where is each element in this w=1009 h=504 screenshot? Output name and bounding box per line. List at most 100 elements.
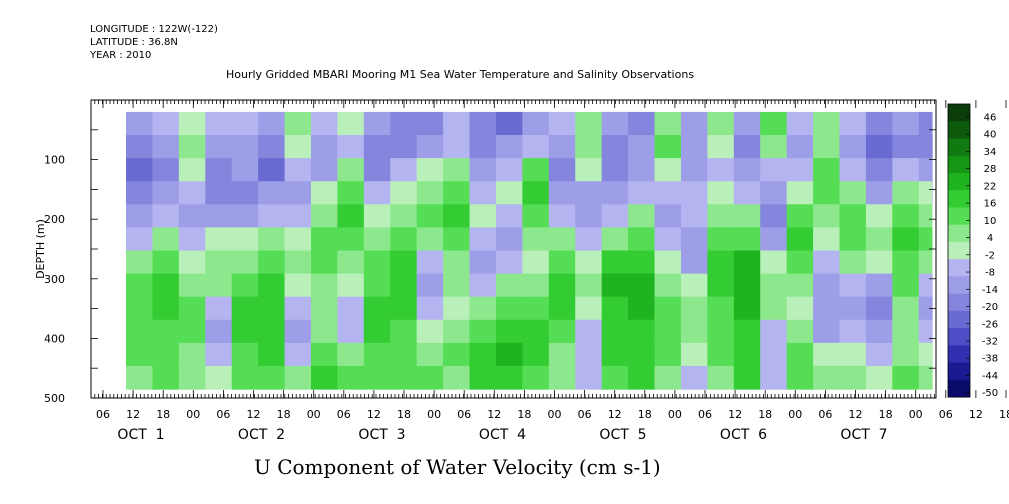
heatmap-cell	[760, 250, 788, 275]
heatmap-cell	[231, 273, 259, 298]
heatmap-cell	[469, 296, 497, 321]
heatmap-cell	[865, 111, 893, 136]
heatmap-cell	[152, 296, 180, 321]
heatmap-cell	[760, 111, 788, 136]
colorbar-segment	[948, 328, 970, 346]
heatmap-cell	[337, 204, 365, 228]
heatmap-cell	[231, 365, 259, 390]
heatmap-cell	[839, 296, 867, 321]
heatmap-cell	[469, 227, 497, 252]
heatmap-cell	[813, 342, 841, 367]
heatmap-cell	[786, 204, 814, 228]
x-day-label: OCT 4	[479, 427, 526, 443]
heatmap-cell	[205, 296, 233, 321]
heatmap-cell	[363, 181, 391, 205]
heatmap-cell	[152, 273, 180, 298]
heatmap-cell	[390, 158, 418, 182]
heatmap-cell	[522, 342, 550, 367]
heatmap-cell	[284, 319, 312, 344]
heatmap-cell	[390, 273, 418, 298]
heatmap-cell	[680, 296, 708, 321]
heatmap-cell	[284, 250, 312, 275]
heatmap-cell	[760, 342, 788, 367]
heatmap-cell	[495, 111, 523, 136]
heatmap-cell	[733, 342, 761, 367]
colorbar-segment	[948, 104, 970, 122]
heatmap-cell	[495, 227, 523, 252]
heatmap-cell	[733, 227, 761, 252]
heatmap-cell	[443, 342, 471, 367]
heatmap-cell	[707, 319, 735, 344]
x-tick-label: 12	[367, 408, 381, 421]
heatmap-cell	[918, 204, 933, 228]
heatmap-cell	[575, 296, 603, 321]
heatmap-cell	[205, 273, 233, 298]
heatmap-cell	[918, 158, 933, 182]
heatmap-cell	[469, 158, 497, 182]
heatmap-cell	[231, 181, 259, 205]
heatmap-cell	[258, 227, 286, 252]
heatmap-cell	[680, 204, 708, 228]
heatmap-cell	[733, 158, 761, 182]
x-day-label: OCT 5	[599, 427, 646, 443]
colorbar-segment	[948, 190, 970, 208]
x-tick-label: 00	[548, 408, 562, 421]
heatmap-cell	[416, 227, 444, 252]
x-day-label: OCT 3	[358, 427, 405, 443]
x-day-label: OCT 2	[238, 427, 285, 443]
heatmap-cell	[152, 342, 180, 367]
heatmap-cell	[337, 273, 365, 298]
heatmap-cell	[443, 135, 471, 159]
colorbar-segment	[948, 138, 970, 157]
x-tick-label: 18	[277, 408, 291, 421]
heatmap-cell	[469, 204, 497, 228]
heatmap-cell	[337, 158, 365, 182]
heatmap-cell	[152, 204, 180, 228]
x-tick-label: 18	[517, 408, 531, 421]
heatmap-cell	[839, 365, 867, 390]
heatmap-cell	[522, 365, 550, 390]
heatmap-cell	[760, 273, 788, 298]
heatmap-cell	[152, 111, 180, 136]
heatmap-cell	[205, 158, 233, 182]
colorbar-segment	[948, 259, 970, 277]
heatmap-cell	[865, 250, 893, 275]
x-tick-label: 18	[397, 408, 411, 421]
heatmap-cell	[284, 204, 312, 228]
heatmap-cell	[126, 319, 154, 344]
heatmap-cell	[813, 250, 841, 275]
x-tick-label: 06	[216, 408, 230, 421]
heatmap-cell	[932, 319, 933, 344]
heatmap-cell	[760, 319, 788, 344]
heatmap-cell	[390, 181, 418, 205]
heatmap-cell	[733, 273, 761, 298]
y-axis-label: DEPTH (m)	[34, 219, 47, 279]
heatmap-cell	[892, 204, 920, 228]
heatmap-cell	[918, 227, 933, 252]
heatmap-cell	[416, 204, 444, 228]
colorbar-label: 34	[984, 147, 997, 158]
heatmap-cell	[548, 111, 576, 136]
heatmap-cell	[363, 111, 391, 136]
heatmap-cell	[865, 227, 893, 252]
heatmap-cell	[337, 250, 365, 275]
heatmap-cell	[284, 181, 312, 205]
heatmap-cell	[575, 181, 603, 205]
heatmap-cell	[126, 181, 154, 205]
variable-title: U Component of Water Velocity (cm s-1)	[254, 455, 661, 479]
heatmap-cell	[575, 342, 603, 367]
heatmap-cell	[865, 273, 893, 298]
heatmap-cell	[178, 342, 206, 367]
colorbar-segment	[948, 155, 970, 174]
heatmap-cell	[813, 158, 841, 182]
heatmap-cell	[786, 296, 814, 321]
heatmap-cell	[363, 342, 391, 367]
heatmap-cell	[601, 227, 629, 252]
colorbar-label: 16	[984, 199, 997, 210]
heatmap-cell	[628, 158, 656, 182]
heatmap-cell	[707, 273, 735, 298]
heatmap-cell	[126, 342, 154, 367]
heatmap-cell	[310, 296, 339, 321]
heatmap-cell	[443, 158, 471, 182]
heatmap-cell	[337, 181, 365, 205]
